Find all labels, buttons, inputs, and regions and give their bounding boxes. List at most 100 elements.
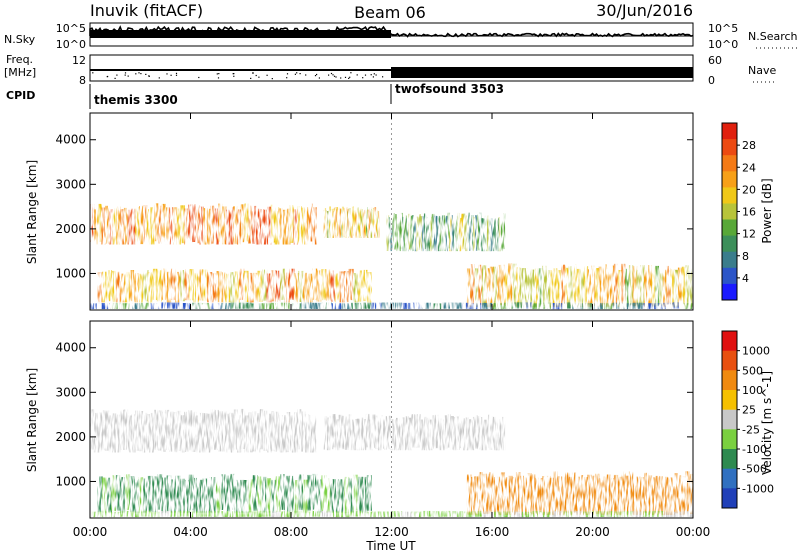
power-cell xyxy=(214,208,219,245)
colorbar-tick-label: -500 xyxy=(742,463,767,476)
power-cell xyxy=(459,217,462,252)
vel-cell xyxy=(489,416,494,450)
vel-cell xyxy=(106,477,112,513)
vel-cell xyxy=(248,479,254,513)
vel-cell xyxy=(123,409,129,450)
nsearch-tick-low: 10^0 xyxy=(708,38,738,51)
nave-dot xyxy=(216,73,218,75)
vel-cell xyxy=(377,417,382,451)
power-cell xyxy=(689,268,693,307)
colorbar-swatch xyxy=(722,468,737,489)
power-cell xyxy=(362,209,364,238)
nave-dot xyxy=(140,73,142,75)
vel-cell xyxy=(237,415,242,453)
vel-cell xyxy=(683,511,693,517)
vel-cell xyxy=(371,511,383,518)
power-cell xyxy=(368,211,371,238)
power-cell xyxy=(255,208,261,245)
power-cell xyxy=(412,215,415,251)
power-cell xyxy=(478,264,483,305)
nave-dot xyxy=(145,73,147,75)
colorbar-swatch xyxy=(722,139,737,156)
power-cell xyxy=(463,213,466,250)
vel-cell xyxy=(101,410,106,451)
colorbar-tick-label: -1000 xyxy=(742,482,774,495)
power-cell xyxy=(207,272,213,303)
power-cell xyxy=(278,208,283,245)
colorbar-swatch xyxy=(722,449,737,470)
power-cell xyxy=(332,208,334,238)
power-cell xyxy=(130,303,141,310)
cpid-segment-twofsound: twofsound 3503 xyxy=(395,82,504,96)
vel-cell xyxy=(252,475,258,511)
power-cell xyxy=(500,216,504,252)
velocity-colorbar-label: Velocity [m s^-1] xyxy=(760,371,774,475)
power-cell xyxy=(302,272,309,303)
station-title: Inuvik (fitACF) xyxy=(90,1,203,20)
power-cell xyxy=(625,268,630,307)
power-cell xyxy=(346,211,349,238)
vel-cell xyxy=(481,511,493,518)
power-cell xyxy=(429,216,433,252)
power-cell xyxy=(334,207,337,236)
power-cell xyxy=(206,208,212,245)
vel-cell xyxy=(405,416,409,450)
vel-cell xyxy=(240,511,252,517)
vel-cell xyxy=(347,414,352,448)
xtick-label: 16:00 xyxy=(475,525,510,539)
vel-cell xyxy=(157,410,163,451)
vel-cell xyxy=(259,409,264,450)
nave-dot xyxy=(348,77,350,79)
power-cell xyxy=(489,266,494,307)
power-cell xyxy=(345,207,348,237)
power-cell xyxy=(142,205,148,244)
colorbar-tick-label: 28 xyxy=(742,139,756,152)
power-cell xyxy=(139,206,144,245)
power-cell xyxy=(124,271,131,303)
vel-cell xyxy=(344,416,349,450)
vel-cell xyxy=(289,475,295,512)
vel-cell xyxy=(202,478,208,513)
vel-cell xyxy=(240,408,246,449)
vel-cell xyxy=(579,475,585,515)
vel-cell xyxy=(225,475,231,512)
vel-cell xyxy=(170,511,181,517)
colorbar-tick-label: 1000 xyxy=(742,345,770,358)
vel-cell xyxy=(150,511,161,518)
vel-cell xyxy=(344,476,350,513)
power-cell xyxy=(427,218,431,252)
vel-cell xyxy=(498,419,503,451)
power-cell xyxy=(398,218,401,252)
power-cell xyxy=(453,218,456,252)
ytick-label: 3000 xyxy=(55,385,86,399)
power-cell xyxy=(677,267,683,307)
nave-dot xyxy=(318,77,320,79)
vel-cell xyxy=(532,511,543,517)
power-cell xyxy=(180,205,185,244)
power-cell xyxy=(371,209,374,238)
power-cell xyxy=(218,203,223,242)
nave-dot xyxy=(375,74,377,76)
colorbar-swatch xyxy=(722,267,737,285)
beam-title: Beam 06 xyxy=(354,3,426,22)
vel-cell xyxy=(229,473,236,510)
power-cell xyxy=(348,208,350,238)
ytick-label: 1000 xyxy=(55,474,86,488)
power-cell xyxy=(532,303,543,310)
vel-cell xyxy=(180,415,185,453)
nave-dot xyxy=(170,74,172,76)
vel-cell xyxy=(211,477,217,513)
power-cell xyxy=(621,263,626,304)
xtick-label: 00:00 xyxy=(73,525,108,539)
vel-cell xyxy=(610,478,615,515)
power-cell xyxy=(244,203,249,242)
vel-cell xyxy=(450,416,454,450)
vel-echo-region-3 xyxy=(466,471,693,515)
vel-cell xyxy=(282,415,287,453)
colorbar-swatch xyxy=(722,187,737,204)
power-cell xyxy=(216,271,222,303)
power-cell xyxy=(400,212,403,249)
vel-cell xyxy=(301,411,306,452)
power-cell xyxy=(293,209,298,245)
